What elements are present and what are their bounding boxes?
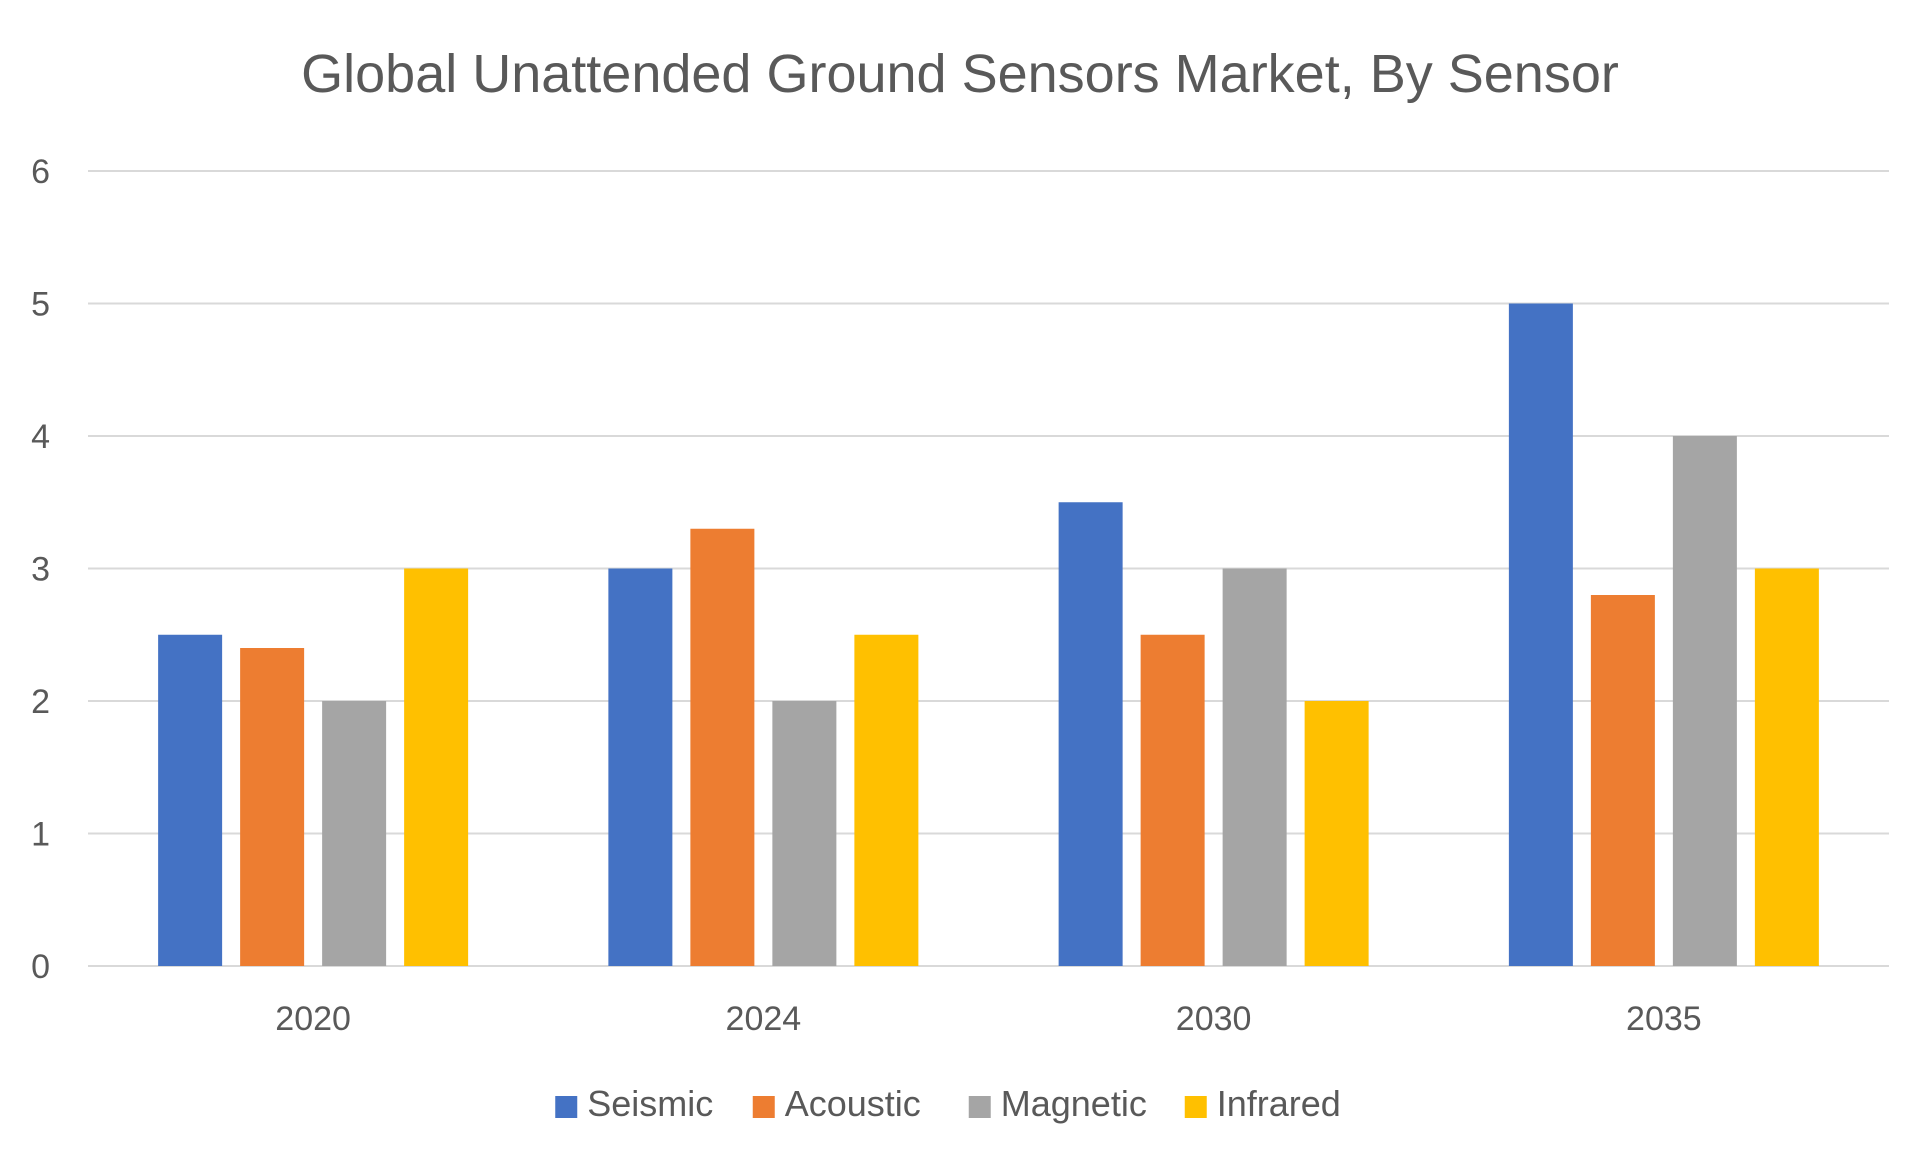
bar-magnetic-2024: [772, 701, 837, 966]
legend-swatch: [752, 1096, 775, 1118]
chart-title: Global Unattended Ground Sensors Market,…: [301, 44, 1619, 104]
legend-swatch: [1184, 1096, 1207, 1118]
x-tick-label: 2020: [275, 1000, 351, 1038]
legend-label: Acoustic: [785, 1083, 921, 1124]
x-tick-label: 2035: [1626, 1000, 1702, 1038]
legend-item-acoustic: Acoustic: [752, 1083, 921, 1124]
bar-acoustic-2024: [690, 528, 755, 966]
legend-swatch: [555, 1096, 578, 1118]
bar-acoustic-2030: [1140, 634, 1205, 966]
y-tick-label: 0: [31, 948, 50, 986]
legend: Seismic Acoustic Magnetic Infrared: [555, 1083, 1341, 1124]
gridlines: [88, 170, 1889, 967]
y-tick-label: 1: [31, 816, 50, 854]
legend-label: Seismic: [587, 1083, 713, 1124]
bar-magnetic-2030: [1222, 568, 1287, 966]
legend-label: Magnetic: [1001, 1083, 1147, 1124]
legend-swatch: [968, 1096, 991, 1118]
x-tick-label: 2030: [1176, 1000, 1252, 1038]
y-tick-label: 6: [31, 153, 50, 191]
bar-seismic-2024: [608, 568, 673, 966]
bar-seismic-2035: [1508, 303, 1573, 966]
legend-item-seismic: Seismic: [555, 1083, 713, 1124]
legend-item-magnetic: Magnetic: [968, 1083, 1147, 1124]
bar-acoustic-2035: [1590, 595, 1655, 966]
bar-infrared-2035: [1754, 568, 1819, 966]
bar-infrared-2030: [1304, 701, 1369, 966]
bar-acoustic-2020: [240, 648, 305, 966]
legend-label: Infrared: [1217, 1083, 1341, 1124]
bar-seismic-2030: [1058, 502, 1123, 966]
y-axis-ticks: 0 1 2 3 4 5 6: [31, 153, 50, 986]
bars: [158, 303, 1819, 966]
bar-magnetic-2035: [1672, 436, 1737, 966]
y-tick-label: 3: [31, 551, 50, 589]
x-tick-label: 2024: [726, 1000, 802, 1038]
y-tick-label: 2: [31, 683, 50, 721]
legend-item-infrared: Infrared: [1184, 1083, 1341, 1124]
y-tick-label: 4: [31, 418, 50, 456]
x-axis-ticks: 2020 2024 2030 2035: [275, 1000, 1701, 1038]
bar-magnetic-2020: [322, 701, 387, 966]
bar-seismic-2020: [158, 634, 223, 966]
y-tick-label: 5: [31, 286, 50, 324]
bar-infrared-2020: [404, 568, 469, 966]
bar-infrared-2024: [854, 634, 919, 966]
